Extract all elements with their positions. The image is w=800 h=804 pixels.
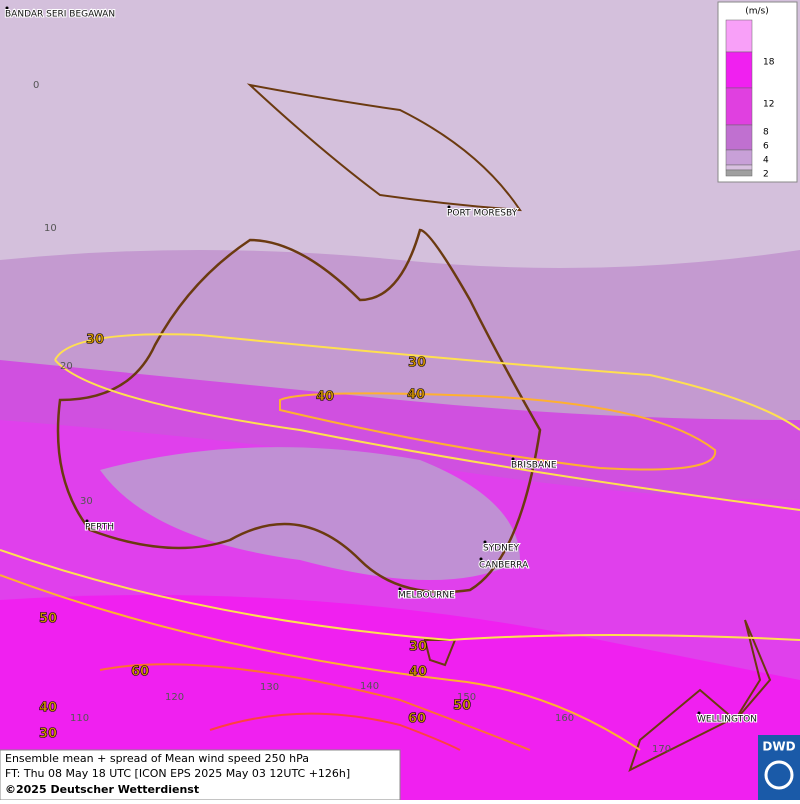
city-label: SYDNEY <box>483 544 520 554</box>
contour-label: 40 <box>316 390 334 405</box>
contour-label: 40 <box>39 701 57 716</box>
city-label: WELLINGTON <box>697 715 757 725</box>
contour-label: 50 <box>39 612 57 627</box>
legend-swatch <box>725 124 753 151</box>
legend-label: 18 <box>763 58 775 68</box>
contour-label: 50 <box>453 699 471 714</box>
lon-label: 160 <box>555 713 574 724</box>
footer-line: ©2025 Deutscher Wetterdienst <box>5 783 199 796</box>
city-dot <box>483 540 487 544</box>
lon-label: 140 <box>360 681 379 692</box>
wind-band <box>100 447 520 580</box>
city-label: MELBOURNE <box>398 591 455 601</box>
legend-unit: (m/s) <box>745 7 769 17</box>
city-dot <box>85 519 89 523</box>
lon-label: 110 <box>70 713 89 724</box>
legend-label: 12 <box>763 100 774 110</box>
city-label: PERTH <box>85 523 114 533</box>
city-label: BANDAR SERI BEGAWAN <box>5 10 115 20</box>
lat-label: 30 <box>80 496 93 507</box>
contour <box>0 549 800 642</box>
legend-label: 2 <box>763 170 769 180</box>
contour <box>0 574 641 751</box>
contour-label: 30 <box>409 640 427 655</box>
contour <box>279 392 717 471</box>
lat-label: 20 <box>60 361 73 372</box>
coastline <box>56 228 542 594</box>
city-dot <box>511 457 515 461</box>
contour-label: 30 <box>408 356 426 371</box>
contour-label: 30 <box>39 727 57 742</box>
lat-label: 10 <box>44 223 57 234</box>
coastline <box>246 83 522 212</box>
legend-swatch <box>725 169 753 177</box>
footer-line: FT: Thu 08 May 18 UTC [ICON EPS 2025 May… <box>5 767 350 780</box>
legend-label: 6 <box>763 142 769 152</box>
footer-line: Ensemble mean + spread of Mean wind spee… <box>5 752 309 765</box>
legend-swatch <box>725 149 753 166</box>
contour <box>54 359 800 511</box>
lon-label: 120 <box>165 692 184 703</box>
contour <box>209 712 461 751</box>
contour-label: 30 <box>86 333 104 348</box>
contour-label: 60 <box>131 665 149 680</box>
lon-label: 170 <box>652 744 671 755</box>
contour-label: 40 <box>409 665 427 680</box>
lon-label: 150 <box>457 692 476 703</box>
city-dot <box>447 205 451 209</box>
city-dot <box>5 6 9 10</box>
city-dot <box>697 711 701 715</box>
lon-label: 130 <box>260 682 279 693</box>
legend-swatch <box>725 19 753 53</box>
contour <box>99 663 531 751</box>
legend-swatch <box>725 164 753 171</box>
logo: DWD <box>762 740 795 754</box>
city-label: PORT MORESBY <box>447 209 518 219</box>
wind-band <box>0 595 800 800</box>
contour <box>54 333 800 431</box>
logo-icon <box>764 760 794 790</box>
coastline <box>628 619 772 772</box>
city-dot <box>479 557 483 561</box>
city-dot <box>398 587 402 591</box>
city-label: BRISBANE <box>511 461 557 471</box>
lat-label: 0 <box>33 80 39 91</box>
legend-swatch <box>725 51 753 89</box>
contour-label: 40 <box>407 388 425 403</box>
legend-label: 8 <box>763 128 769 138</box>
legend-swatch <box>725 87 753 126</box>
city-label: CANBERRA <box>479 561 529 571</box>
legend-label: 4 <box>763 156 769 166</box>
contour-label: 60 <box>408 712 426 727</box>
